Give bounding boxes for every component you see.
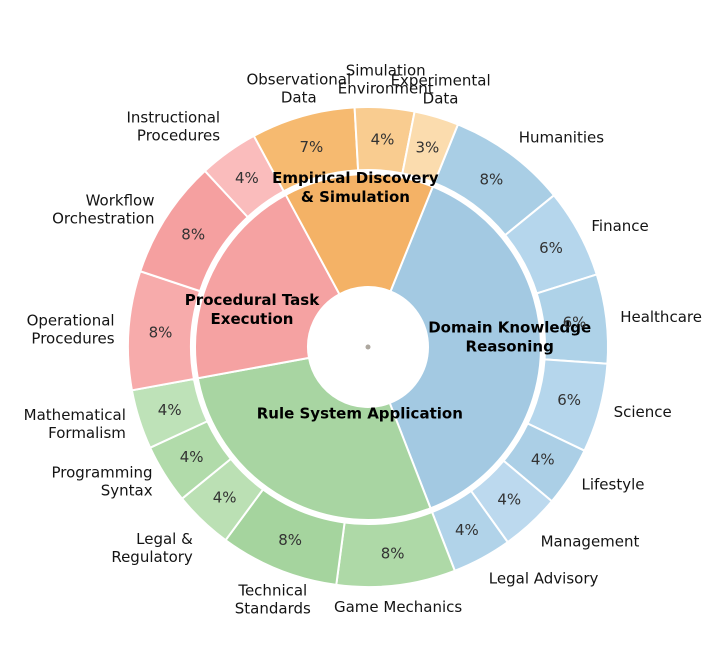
- outer-label-legal-regulatory: Legal & Regulatory: [111, 530, 193, 566]
- outer-label-workflow-orchestration: Workflow Orchestration: [52, 191, 154, 227]
- percent-label-finance: 6%: [539, 239, 563, 257]
- subcategory-wedge-experimental-data: [401, 110, 459, 184]
- outer-label-simulation-environment: Simulation Environment: [338, 62, 434, 98]
- percent-label-workflow-orchestration: 8%: [181, 225, 205, 243]
- outer-label-operational-procedures: Operational Procedures: [27, 311, 115, 347]
- percent-label-game-mechanics: 8%: [381, 545, 405, 563]
- outer-label-science: Science: [614, 403, 672, 421]
- category-wedge-empirical-discovery-simulation: [284, 173, 434, 296]
- category-label-rule-system-application: Rule System Application: [257, 405, 463, 423]
- percent-label-operational-procedures: 8%: [149, 324, 173, 342]
- outer-label-healthcare: Healthcare: [620, 308, 702, 326]
- wedges-layer: [127, 106, 609, 588]
- outer-label-legal-advisory: Legal Advisory: [489, 569, 599, 587]
- outer-label-programming-syntax: Programming Syntax: [51, 464, 152, 500]
- center-dot: [365, 344, 371, 350]
- percent-label-humanities: 8%: [480, 171, 504, 189]
- percent-label-legal-advisory: 4%: [455, 521, 479, 539]
- percent-label-experimental-data: 3%: [416, 139, 440, 157]
- outer-label-management: Management: [541, 532, 640, 550]
- outer-label-mathematical-formalism: Mathematical Formalism: [24, 406, 126, 442]
- category-wedge-domain-knowledge-reasoning: [388, 185, 542, 510]
- category-label-empirical-discovery-simulation: Empirical Discovery & Simulation: [272, 169, 439, 206]
- percent-label-lifestyle: 4%: [531, 451, 555, 469]
- category-label-domain-knowledge-reasoning: Domain Knowledge Reasoning: [428, 319, 591, 356]
- outer-label-humanities: Humanities: [519, 129, 605, 147]
- category-wedge-rule-system-application: [196, 356, 432, 521]
- category-wedge-procedural-task-execution: [194, 193, 341, 380]
- outer-label-technical-standards: Technical Standards: [235, 582, 311, 618]
- outer-label-game-mechanics: Game Mechanics: [334, 598, 462, 616]
- percent-label-legal-regulatory: 4%: [213, 489, 237, 507]
- percent-label-programming-syntax: 4%: [180, 448, 204, 466]
- outer-label-experimental-data: Experimental Data: [391, 72, 491, 108]
- outer-label-finance: Finance: [591, 217, 648, 235]
- category-label-procedural-task-execution: Procedural Task Execution: [185, 291, 320, 328]
- percent-label-healthcare: 6%: [563, 313, 587, 331]
- percent-label-science: 6%: [557, 391, 581, 409]
- outer-label-instructional-procedures: Instructional Procedures: [126, 109, 220, 145]
- percent-label-management: 4%: [497, 491, 521, 509]
- percent-label-mathematical-formalism: 4%: [158, 401, 182, 419]
- outer-label-observational-data: Observational Data: [246, 71, 351, 107]
- percent-label-simulation-environment: 4%: [371, 131, 395, 149]
- percent-label-observational-data: 7%: [300, 138, 324, 156]
- labels-layer: Domain Knowledge Reasoning 8% Humanities 6% F…: [24, 62, 702, 618]
- outer-label-lifestyle: Lifestyle: [582, 476, 645, 494]
- percent-label-technical-standards: 8%: [278, 531, 302, 549]
- percent-label-instructional-procedures: 4%: [235, 169, 259, 187]
